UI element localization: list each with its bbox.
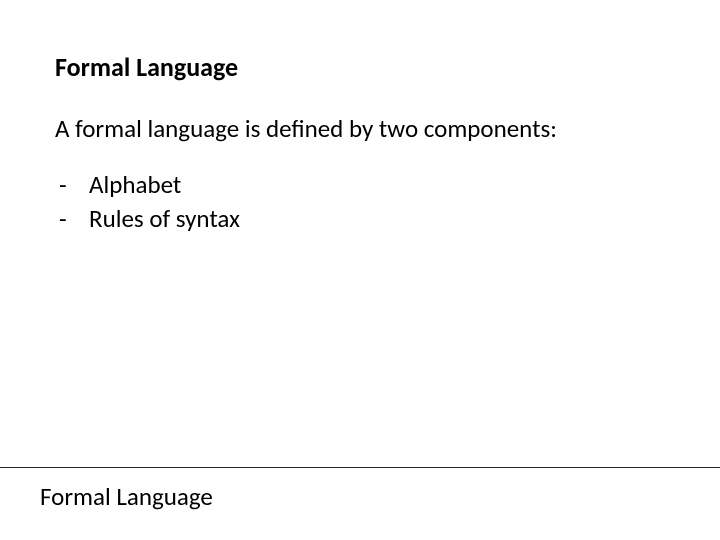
bullet-list: Alphabet Rules of syntax [55,168,680,236]
list-item: Alphabet [55,168,680,202]
footer-label: Formal Language [40,481,213,512]
list-item: Rules of syntax [55,202,680,236]
slide-heading: Formal Language [55,52,680,83]
footer-divider [0,467,720,468]
slide: Formal Language A formal language is def… [0,0,720,540]
slide-body: A formal language is defined by two comp… [55,113,680,144]
content-area: Formal Language A formal language is def… [55,52,680,236]
